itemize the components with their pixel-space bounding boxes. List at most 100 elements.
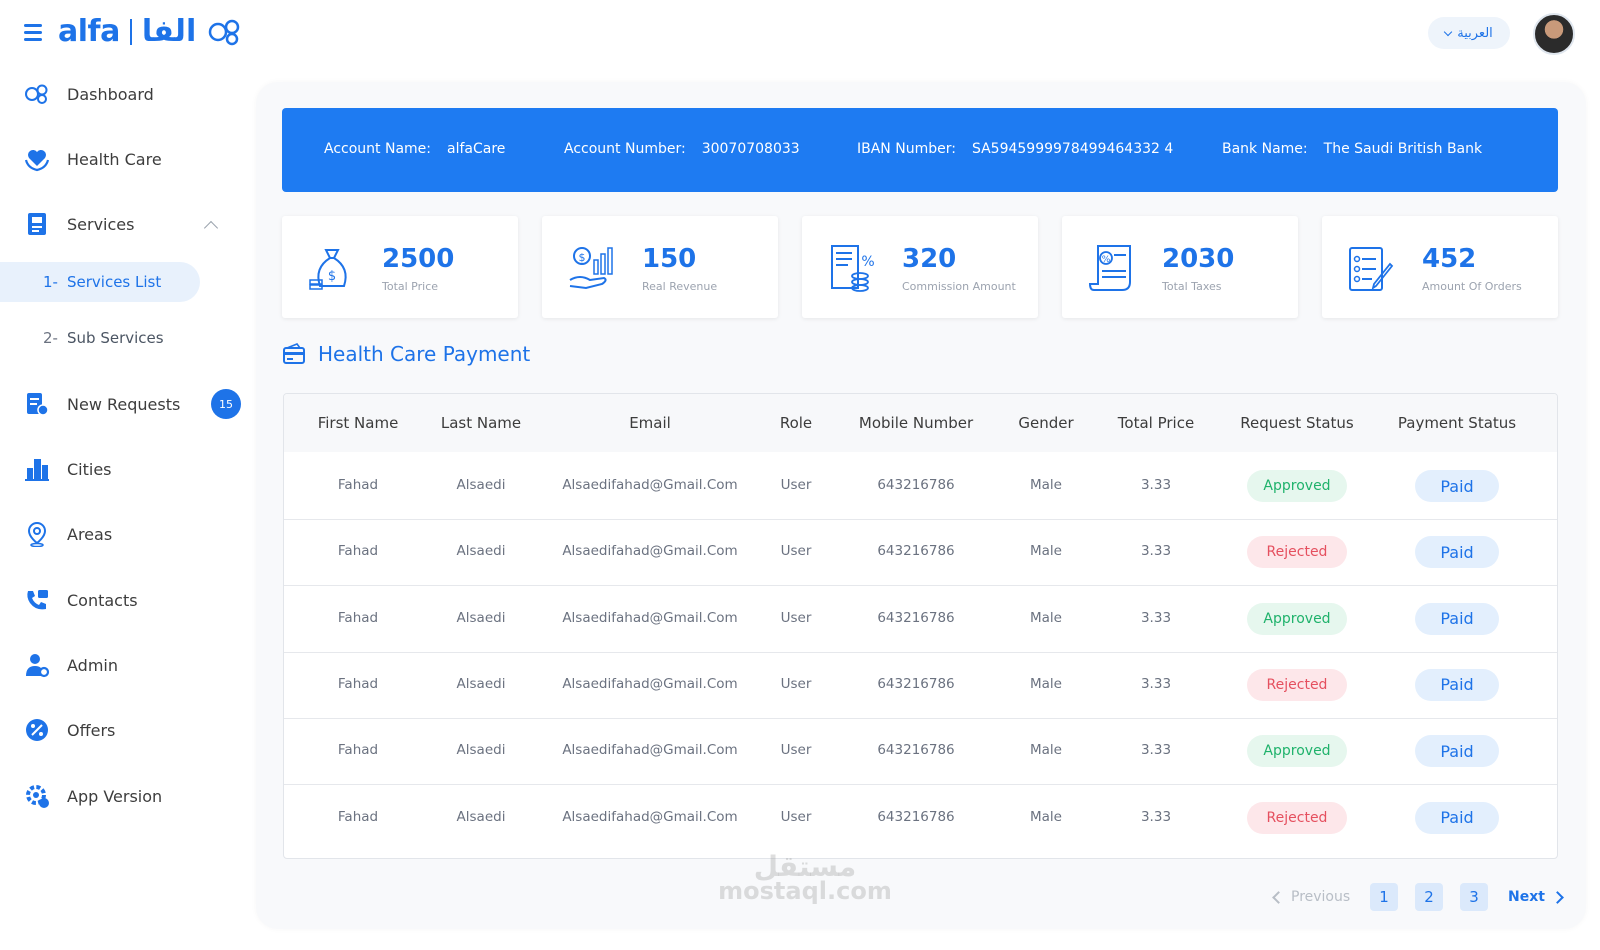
table-row[interactable]: Fahad Alsaedi Alsaedifahad@Gmail.Com User 64…	[284, 651, 1557, 719]
dashboard-icon	[24, 81, 50, 107]
page-button-2[interactable]: 2	[1415, 883, 1443, 911]
stat-caption: Commission Amount	[902, 280, 1016, 293]
cell-gender: Male	[1030, 609, 1062, 626]
chevron-up-icon[interactable]	[203, 220, 219, 236]
cell-email[interactable]: Alsaedifahad@Gmail.Com	[562, 808, 738, 825]
logo-text-arabic: الفا	[141, 14, 197, 49]
sidebar-item-label: Cities	[67, 459, 112, 479]
cell-gender: Male	[1030, 808, 1062, 825]
column-header[interactable]: Email	[629, 414, 671, 432]
svg-text:$: $	[579, 251, 586, 264]
request-status-badge[interactable]: Rejected	[1247, 536, 1347, 569]
request-status-badge[interactable]: Rejected	[1247, 668, 1347, 701]
table-row[interactable]: Fahad Alsaedi Alsaedifahad@Gmail.Com User 64…	[284, 784, 1557, 852]
iban-label: IBAN Number:	[857, 141, 956, 157]
cell-email[interactable]: Alsaedifahad@Gmail.Com	[562, 477, 738, 493]
payment-status-badge[interactable]: Paid	[1415, 735, 1499, 768]
section-title-text: Health Care Payment	[318, 342, 531, 366]
column-header[interactable]: Request Status	[1240, 414, 1354, 432]
column-header[interactable]: Gender	[1018, 414, 1074, 432]
sidebar-item-label: Admin	[67, 655, 118, 675]
cell-mobile: 643216786	[877, 808, 955, 825]
logo[interactable]: alfa الفا	[58, 14, 246, 49]
stat-value: 150	[642, 244, 697, 274]
cell-email[interactable]: Alsaedifahad@Gmail.Com	[562, 609, 738, 626]
sidebar-item-label: Contacts	[67, 590, 138, 610]
table-header: First Name Last Name Email Role Mobile N…	[284, 394, 1557, 452]
sidebar-item-label: New Requests	[67, 394, 181, 414]
sidebar-subitem-services-list[interactable]: 1- Services List	[0, 262, 200, 302]
cell-email[interactable]: Alsaedifahad@Gmail.Com	[562, 742, 738, 759]
column-header[interactable]: Payment Status	[1397, 414, 1517, 432]
request-status-badge[interactable]: Approved	[1247, 735, 1347, 768]
payment-card-icon	[283, 343, 305, 364]
sidebar-item-health-care[interactable]: Health Care	[0, 137, 250, 181]
sidebar-item-contacts[interactable]: Contacts	[0, 578, 250, 622]
percent-badge-icon	[24, 717, 50, 743]
cell-price: 3.33	[1140, 477, 1172, 493]
stat-card-real-revenue: $ 150 Real Revenue	[542, 216, 778, 318]
cell-first: Fahad	[337, 477, 379, 493]
sidebar-item-offers[interactable]: Offers	[0, 708, 250, 752]
cell-price: 3.33	[1140, 609, 1172, 626]
cell-role: User	[780, 675, 812, 692]
requests-icon	[24, 391, 50, 417]
stat-card-total-taxes: % 2030 Total Taxes	[1062, 216, 1298, 318]
sidebar-item-services[interactable]: Services	[0, 202, 250, 246]
request-status-badge[interactable]: Approved	[1247, 602, 1347, 635]
payment-status-badge[interactable]: Paid	[1415, 536, 1499, 569]
bank-info-banner: Account Name: alfaCare Account Number: 300…	[282, 108, 1558, 192]
cell-last: Alsaedi	[456, 477, 506, 493]
payment-status-badge[interactable]: Paid	[1415, 668, 1499, 701]
table-row[interactable]: Fahad Alsaedi Alsaedifahad@Gmail.Com User 64…	[284, 452, 1557, 520]
cell-role: User	[780, 609, 812, 626]
sidebar-item-areas[interactable]: Areas	[0, 512, 250, 556]
column-header[interactable]: First Name	[317, 414, 399, 432]
sidebar-item-label: Dashboard	[67, 84, 154, 104]
sidebar-subitem-sub-services[interactable]: 2- Sub Services	[0, 318, 200, 358]
table-row[interactable]: Fahad Alsaedi Alsaedifahad@Gmail.Com User 64…	[284, 518, 1557, 587]
sidebar-item-dashboard[interactable]: Dashboard	[0, 72, 250, 116]
language-switcher[interactable]: العربية	[1428, 17, 1510, 49]
cell-email[interactable]: Alsaedifahad@Gmail.Com	[562, 543, 738, 560]
avatar[interactable]	[1533, 13, 1575, 55]
bank-name-field: Bank Name: The Saudi British Bank	[1222, 141, 1482, 157]
table-row[interactable]: Fahad Alsaedi Alsaedifahad@Gmail.Com User 64…	[284, 717, 1557, 786]
payment-status-badge[interactable]: Paid	[1415, 801, 1499, 834]
previous-label: Previous	[1291, 889, 1351, 905]
table-row[interactable]: Fahad Alsaedi Alsaedifahad@Gmail.Com User 64…	[284, 585, 1557, 653]
sidebar-item-cities[interactable]: Cities	[0, 447, 250, 491]
svg-text:%: %	[1102, 255, 1111, 265]
request-status-badge[interactable]: Approved	[1247, 470, 1347, 502]
stat-caption: Real Revenue	[642, 280, 718, 293]
payment-status-badge[interactable]: Paid	[1415, 470, 1499, 502]
sidebar-item-admin[interactable]: Admin	[0, 643, 250, 687]
payment-status-badge[interactable]: Paid	[1415, 602, 1499, 635]
column-header[interactable]: Role	[779, 414, 813, 432]
menu-icon[interactable]	[24, 24, 42, 41]
sidebar-item-new-requests[interactable]: New Requests 15	[0, 382, 250, 426]
column-header[interactable]: Mobile Number	[858, 414, 974, 432]
heart-hands-icon	[24, 146, 50, 172]
cell-last: Alsaedi	[456, 609, 506, 626]
cell-email[interactable]: Alsaedifahad@Gmail.Com	[562, 675, 738, 692]
column-header[interactable]: Last Name	[440, 414, 522, 432]
page-button-3[interactable]: 3	[1460, 883, 1488, 911]
logo-divider	[129, 18, 132, 45]
pagination-previous[interactable]: Previous	[1272, 883, 1351, 911]
bank-name-label: Bank Name:	[1222, 141, 1308, 157]
page-button-1[interactable]: 1	[1370, 883, 1398, 911]
cell-first: Fahad	[337, 609, 379, 626]
column-header[interactable]: Total Price	[1117, 414, 1195, 432]
request-status-badge[interactable]: Rejected	[1247, 801, 1347, 834]
pagination-next[interactable]: Next	[1508, 883, 1564, 911]
stat-caption: Total Price	[382, 280, 439, 293]
subitem-number: 2-	[43, 329, 58, 347]
sidebar-item-app-version[interactable]: App Version	[0, 774, 250, 818]
stat-caption: Amount Of Orders	[1422, 280, 1522, 293]
cell-mobile: 643216786	[877, 675, 955, 692]
subitem-number: 1-	[43, 273, 58, 291]
sidebar-item-label: Health Care	[67, 149, 162, 169]
logo-text-latin: alfa	[58, 14, 120, 49]
admin-icon	[24, 652, 50, 678]
